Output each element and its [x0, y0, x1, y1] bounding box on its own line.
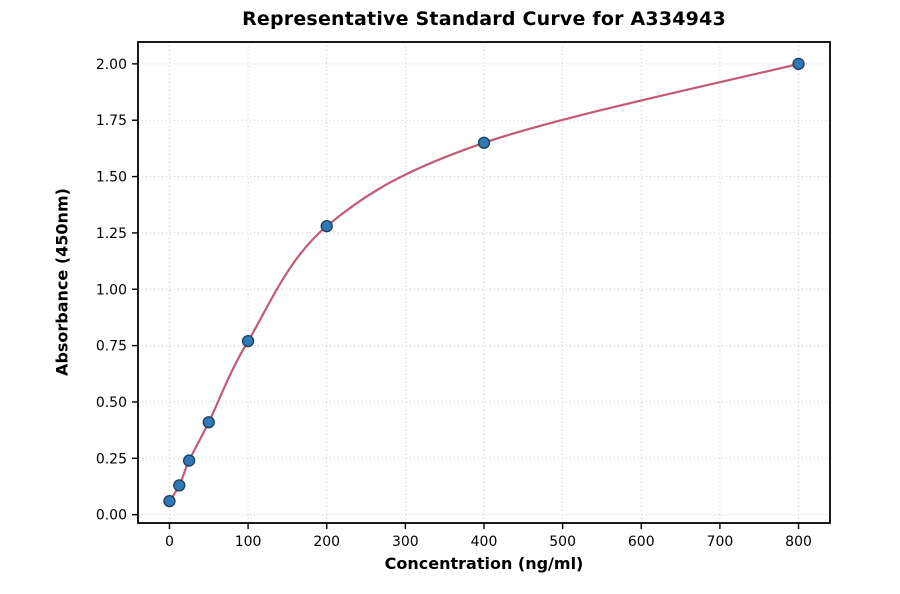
data-point-7 [792, 57, 805, 71]
y-tick-label: 2.00 [96, 57, 127, 73]
y-axis-label: Absorbance (450nm) [52, 188, 72, 376]
x-tick-label: 0 [165, 534, 174, 550]
data-point-6 [477, 136, 491, 149]
y-tick-label: 0.00 [96, 508, 127, 524]
x-tick-label: 400 [471, 534, 498, 550]
x-tick-label: 200 [313, 534, 340, 550]
x-tick-label: 500 [549, 534, 576, 550]
x-tick-label: 300 [392, 534, 419, 550]
data-point-2 [182, 454, 196, 467]
data-point-3 [202, 416, 215, 429]
x-tick-label: 600 [628, 534, 655, 550]
data-point-4 [241, 334, 255, 348]
x-tick-label: 700 [707, 534, 734, 550]
x-tick-label: 800 [785, 534, 812, 550]
x-tick-label: 100 [235, 534, 262, 550]
y-tick-label: 1.75 [96, 113, 127, 129]
y-tick-label: 1.25 [96, 226, 127, 242]
standard-curve-line [168, 62, 800, 503]
y-tick-label: 0.50 [96, 395, 127, 411]
data-point-0 [163, 494, 176, 508]
chart-title: Representative Standard Curve for A33494… [242, 8, 726, 30]
data-point-5 [320, 220, 333, 233]
y-tick-label: 0.25 [96, 451, 127, 467]
y-tick-label: 0.75 [96, 339, 127, 355]
y-tick-label: 1.50 [96, 170, 127, 186]
x-axis-label: Concentration (ng/ml) [384, 554, 584, 573]
data-point-1 [173, 479, 186, 492]
y-tick-label: 1.00 [96, 282, 127, 298]
